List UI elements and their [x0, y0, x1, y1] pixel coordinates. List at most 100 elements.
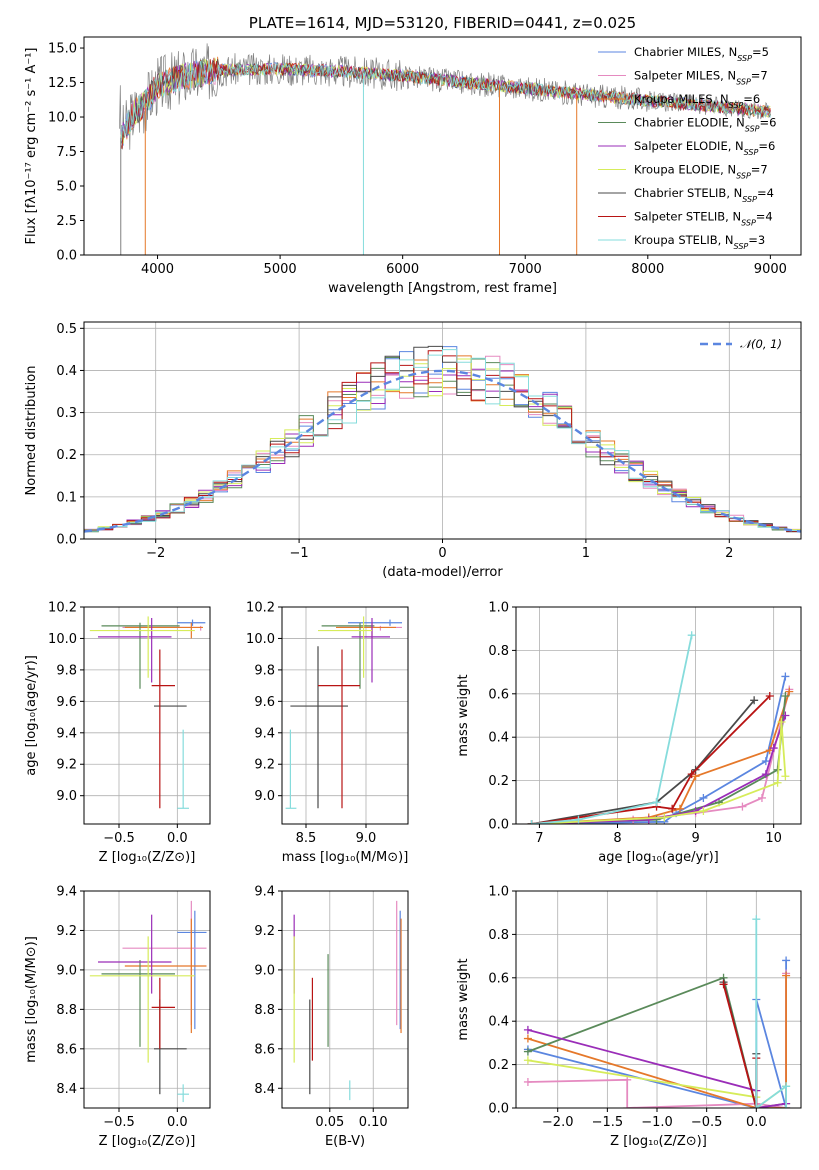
y-axis-label: mass weight [456, 958, 471, 1040]
y-tick-label: 1.0 [488, 885, 509, 900]
model-spectrum-kroupa_stelib [120, 59, 771, 149]
y-tick-label: 0.2 [488, 1058, 509, 1073]
x-tick-label: 7000 [509, 262, 542, 277]
y-tick-label: 9.2 [254, 758, 275, 773]
weight-marker-kroupa_stelib [527, 820, 536, 824]
weight-marker-chabrier_miles [782, 956, 791, 965]
weight-marker-salpeter_elodie [523, 1025, 532, 1034]
chart-age-vs-mass: 8.5 9.0 9.0 9.2 9.4 9.6 9.8 10.0 10.2 mass [log₁₀… [246, 601, 409, 865]
weight-marker-kroupa_miles [523, 1034, 532, 1043]
x-axis-label: (data-model)/error [382, 565, 503, 580]
y-tick-label: 0.2 [488, 774, 509, 789]
weight-marker-kroupa_stelib [782, 1104, 791, 1108]
legend-label: Kroupa ELODIE, NSSP=7 [634, 163, 768, 181]
x-tick-label: −1.0 [641, 1115, 673, 1130]
y-axis-label: Normed distribution [24, 366, 39, 496]
y-tick-label: 0.0 [56, 249, 77, 264]
plot-area [516, 891, 801, 1108]
y-tick-label: 0.0 [56, 533, 77, 548]
y-tick-label: 0.6 [488, 687, 509, 702]
weight-marker-kroupa_stelib [687, 631, 696, 640]
legend: Chabrier MILES, NSSP=5 Salpeter MILES, NS… [598, 45, 776, 251]
weight-marker-chabrier_miles [761, 757, 770, 766]
y-tick-label: 0.6 [488, 971, 509, 986]
weight-marker-salpeter_miles [523, 1077, 532, 1086]
plot-area [84, 607, 210, 824]
legend-label: Salpeter STELIB, NSSP=4 [634, 210, 773, 228]
x-axis-label: mass [log₁₀(M/M⊙)] [282, 850, 409, 865]
y-tick-label: 8.4 [56, 1082, 77, 1097]
weight-marker-kroupa_elodie [699, 806, 708, 815]
y-tick-label: 12.5 [48, 76, 77, 91]
weight-marker-salpeter_elodie [781, 711, 790, 720]
x-tick-label: −1 [290, 546, 309, 561]
y-tick-label: 15.0 [48, 42, 77, 57]
y-tick-label: 8.8 [56, 1003, 77, 1018]
x-axis-label: Z [log₁₀(Z/Z⊙)] [99, 1134, 196, 1149]
y-tick-label: 9.2 [56, 924, 77, 939]
weight-marker-chabrier_stelib [750, 696, 759, 705]
weight-line-salpeter_stelib [531, 695, 771, 824]
y-tick-label: 0.8 [488, 928, 509, 943]
x-tick-label: 0.0 [167, 1115, 188, 1130]
y-tick-label: 2.5 [56, 214, 77, 229]
y-tick-label: 10.2 [246, 601, 275, 616]
weight-marker-kroupa_elodie [773, 778, 782, 787]
x-tick-label: −0.5 [103, 831, 135, 846]
weight-marker-salpeter_elodie [769, 744, 778, 753]
y-tick-label: 1.0 [488, 601, 509, 616]
y-tick-label: 10.0 [246, 632, 275, 647]
x-tick-label: 1 [582, 546, 590, 561]
y-tick-label: 9.0 [254, 789, 275, 804]
weight-marker-chabrier_miles [781, 672, 790, 681]
plot-area [84, 891, 210, 1108]
y-tick-label: 9.2 [254, 924, 275, 939]
x-tick-label: −1.5 [592, 1115, 624, 1130]
x-axis-label: Z [log₁₀(Z/Z⊙)] [99, 850, 196, 865]
x-tick-label: 8 [613, 831, 621, 846]
plot-area [84, 322, 801, 539]
y-axis-label: mass [log₁₀(M/M⊙)] [24, 936, 39, 1063]
chart-weight-vs-age: 7 8 9 10 0.0 0.2 0.4 0.6 0.8 1.0 age [log₁₀(age/yr… [456, 601, 802, 865]
y-tick-label: 10.2 [48, 601, 77, 616]
x-tick-label: 2 [725, 546, 733, 561]
weight-marker-kroupa_stelib [574, 815, 583, 824]
x-axis-label: E(B-V) [325, 1134, 365, 1149]
x-tick-label: 9000 [754, 262, 787, 277]
x-tick-label: 5000 [264, 262, 297, 277]
y-tick-label: 0.0 [488, 1102, 509, 1117]
y-tick-label: 0.0 [488, 818, 509, 833]
y-axis-label: Flux [fλ10⁻¹⁷ erg cm⁻² s⁻¹ A⁻¹] [24, 48, 39, 245]
weight-marker-kroupa_elodie [523, 1056, 532, 1065]
y-tick-label: 9.4 [56, 885, 77, 900]
y-tick-label: 5.0 [56, 180, 77, 195]
weight-marker-chabrier_elodie [781, 691, 790, 700]
y-tick-label: 9.4 [56, 726, 77, 741]
x-tick-label: 8.5 [296, 831, 317, 846]
legend-label: Salpeter MILES, NSSP=7 [634, 69, 768, 87]
x-tick-label: 9.0 [356, 831, 377, 846]
legend-label: Chabrier STELIB, NSSP=4 [634, 186, 774, 204]
axes-frame [83, 606, 211, 825]
weight-line-kroupa_elodie [531, 721, 787, 824]
legend-label: Chabrier MILES, NSSP=5 [634, 45, 769, 63]
x-tick-label: −0.5 [691, 1115, 723, 1130]
axes-frame [515, 606, 802, 825]
plot-area [119, 43, 771, 255]
weight-marker-salpeter_stelib [719, 980, 728, 989]
x-tick-label: 10 [765, 831, 782, 846]
legend-label: Salpeter ELODIE, NSSP=6 [634, 139, 775, 157]
weight-marker-kroupa_stelib [652, 798, 661, 807]
x-axis-label: Z [log₁₀(Z/Z⊙)] [610, 1134, 707, 1149]
weight-marker-kroupa_miles [782, 971, 791, 980]
y-tick-label: 7.5 [56, 145, 77, 160]
legend-label: Chabrier ELODIE, NSSP=6 [634, 116, 776, 134]
y-tick-label: 8.6 [56, 1042, 77, 1057]
y-tick-label: 9.0 [254, 963, 275, 978]
x-tick-label: 6000 [386, 262, 419, 277]
weight-line-salpeter_stelib [722, 984, 758, 1108]
weight-marker-kroupa_elodie [660, 813, 669, 822]
chart-title: PLATE=1614, MJD=53120, FIBERID=0441, z=0… [249, 14, 636, 32]
x-tick-label: 0.0 [746, 1115, 767, 1130]
